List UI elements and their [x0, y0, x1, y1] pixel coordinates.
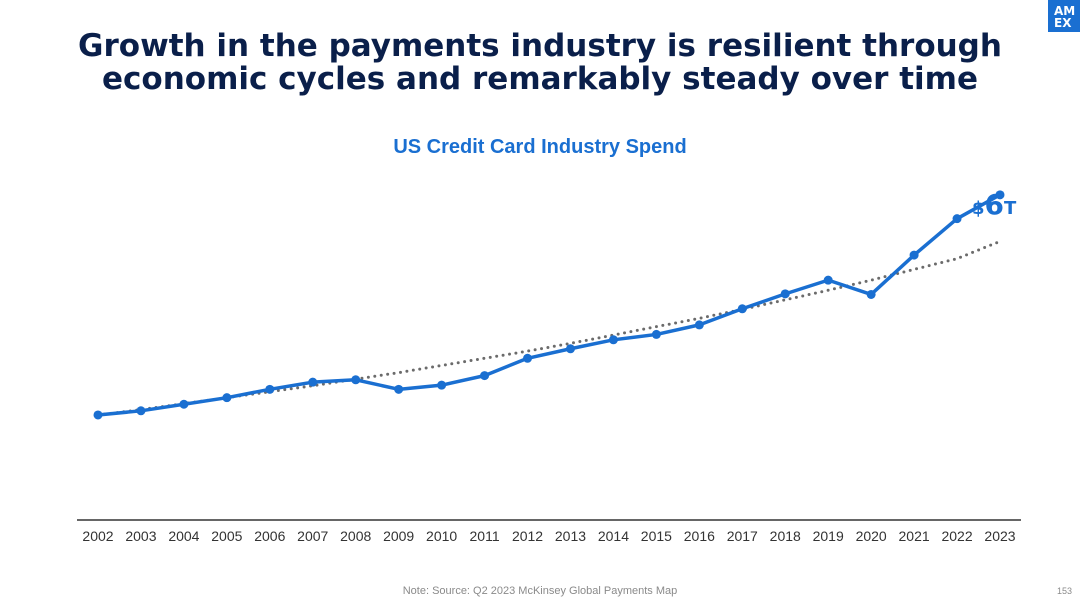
x-tick-label-2006: 2006: [254, 528, 285, 544]
x-tick-label-2008: 2008: [340, 528, 371, 544]
data-point-2022: [952, 214, 962, 224]
data-point-2021: [909, 250, 919, 260]
source-note: Note: Source: Q2 2023 McKinsey Global Pa…: [402, 585, 678, 597]
x-tick-label-2023: 2023: [984, 528, 1015, 544]
callout-currency: $: [972, 198, 985, 219]
x-tick-label-2002: 2002: [82, 528, 113, 544]
trend-line: [96, 239, 1002, 417]
slide-title-line-1: Growth in the payments industry is resil…: [78, 28, 1002, 64]
x-tick-label-2010: 2010: [426, 528, 457, 544]
data-point-2018: [780, 289, 790, 299]
x-tick-label-2007: 2007: [297, 528, 328, 544]
x-tick-label-2009: 2009: [383, 528, 414, 544]
data-point-2012: [523, 353, 533, 363]
x-tick-label-2013: 2013: [555, 528, 586, 544]
data-point-2020: [866, 289, 876, 299]
slide-title-line-2: economic cycles and remarkably steady ov…: [102, 61, 978, 97]
amex-logo: AM EX: [1048, 0, 1080, 32]
x-tick-label-2018: 2018: [770, 528, 801, 544]
x-tick-label-2005: 2005: [211, 528, 242, 544]
x-tick-label-2021: 2021: [899, 528, 930, 544]
callout-value: 6: [984, 188, 1005, 221]
data-point-2014: [608, 335, 618, 345]
spend-line: [97, 193, 1001, 417]
data-point-2011: [480, 371, 490, 381]
x-tick-label-2020: 2020: [856, 528, 887, 544]
x-tick-label-2003: 2003: [125, 528, 156, 544]
x-tick-label-2012: 2012: [512, 528, 543, 544]
data-point-2007: [308, 377, 318, 387]
data-point-2009: [394, 384, 404, 394]
x-tick-label-2017: 2017: [727, 528, 758, 544]
chart-title: US Credit Card Industry Spend: [393, 136, 687, 158]
data-point-2023: [995, 190, 1005, 200]
data-point-2005: [222, 393, 232, 403]
x-tick-label-2004: 2004: [168, 528, 199, 544]
data-point-2003: [136, 406, 146, 416]
data-point-2006: [265, 384, 275, 394]
x-tick-label-2015: 2015: [641, 528, 672, 544]
x-tick-label-2014: 2014: [598, 528, 629, 544]
x-tick-label-2019: 2019: [813, 528, 844, 544]
x-tick-label-2022: 2022: [941, 528, 972, 544]
x-tick-label-2011: 2011: [470, 528, 500, 544]
chart-callout: $6T: [972, 188, 1016, 221]
slide-title: Growth in the payments industry is resil…: [40, 30, 1040, 96]
data-point-2017: [737, 304, 747, 314]
data-point-2016: [694, 320, 704, 330]
data-point-2015: [651, 329, 661, 339]
data-point-2008: [351, 375, 361, 385]
callout-unit: T: [1004, 198, 1017, 219]
data-point-2010: [437, 380, 447, 390]
data-point-2019: [823, 275, 833, 285]
data-point-2002: [93, 410, 103, 420]
x-tick-label-2016: 2016: [684, 528, 715, 544]
data-point-2013: [565, 344, 575, 354]
data-point-2004: [179, 399, 189, 409]
page-number: 153: [1056, 586, 1072, 596]
